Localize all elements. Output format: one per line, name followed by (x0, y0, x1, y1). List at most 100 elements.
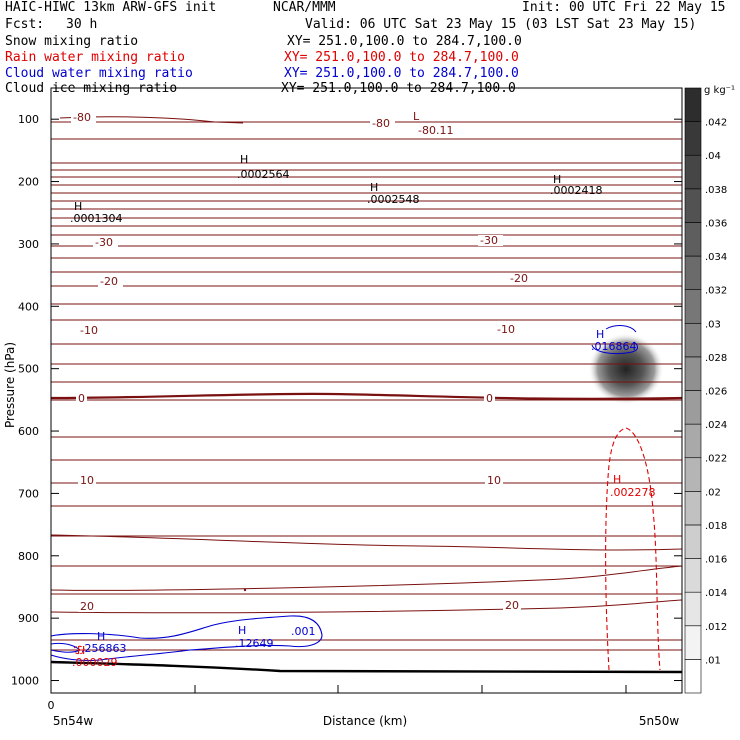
temperature-contour-label: 0 (486, 392, 493, 405)
field-snow-xy: XY= 251.0,100.0 to 284.7,100.0 (287, 34, 522, 49)
x-axis-label: Distance (km) (323, 714, 407, 728)
field-cloudwater-name: Cloud water mixing ratio (5, 66, 193, 81)
temperature-contour-label: -20 (510, 272, 528, 285)
colorbar-bin (684, 222, 702, 257)
snow-maximum-shading (588, 333, 664, 405)
y-tick-label: 300 (18, 238, 39, 251)
field-rain-xy: XY= 251.0,100.0 to 284.7,100.0 (284, 50, 519, 65)
colorbar-tick-label: .04 (705, 151, 721, 162)
colorbar-bin (684, 659, 702, 694)
colorbar-tick-label: .018 (705, 521, 727, 532)
colorbar-tick-label: .022 (705, 454, 727, 465)
colorbar-tick-label: .026 (705, 387, 727, 398)
x-right-label: 5n50w (639, 714, 680, 728)
extremum-marker: H (74, 200, 82, 213)
extremum-value: .002278 (610, 486, 656, 499)
y-tick-label: 600 (18, 425, 39, 438)
terrain-surface (50, 660, 683, 674)
colorbar-bin (684, 322, 702, 358)
label-backing (508, 273, 533, 284)
label-backing (78, 475, 96, 486)
extremum-marker: H (613, 473, 621, 486)
temperature-contour-label: -80 (73, 111, 91, 124)
temperature-contour (50, 565, 683, 591)
colorbar-bin (684, 255, 702, 290)
temperature-contour-label: -10 (497, 323, 515, 336)
extremum-value: .000029 (72, 656, 118, 669)
y-tick-label: 800 (18, 550, 39, 563)
header-valid: Valid: 06 UTC Sat 23 May 15 (03 LST Sat … (305, 17, 697, 32)
colorbar-tick-label: .036 (705, 218, 727, 229)
label-backing (76, 393, 87, 404)
colorbar-tick-label: .028 (705, 353, 727, 364)
label-backing (503, 600, 521, 611)
extremum-marker: H (596, 328, 604, 341)
cloud-water-contour (591, 325, 638, 355)
colorbar-bin (684, 423, 702, 459)
extremum-marker: H (553, 173, 561, 186)
extremum-value: .0002564 (237, 168, 290, 181)
extremum-marker: H (238, 624, 246, 637)
temperature-contour (50, 392, 683, 400)
cloud-water-contour-label: .001 (291, 625, 316, 638)
temperature-contour (50, 599, 683, 614)
colorbar-bin (684, 491, 702, 526)
label-backing (370, 118, 395, 129)
y-tick-label: 400 (18, 300, 39, 313)
extremum-value: .0001304 (70, 212, 123, 225)
label-backing (98, 276, 123, 287)
y-tick-label: 700 (18, 487, 39, 500)
x-tick-zero: 0 (48, 699, 55, 712)
temperature-contour-label: -10 (80, 324, 98, 337)
y-tick-label: 500 (18, 363, 39, 376)
temperature-contour-label: 10 (487, 474, 501, 487)
temperature-contour-label: -30 (95, 236, 113, 249)
rain-water-contour (73, 645, 85, 655)
extremum-marker: L (413, 110, 420, 123)
colorbar-bin (684, 390, 702, 425)
colorbar-tick-label: .042 (705, 118, 727, 129)
cloud-water-contour (50, 642, 81, 653)
label-backing (485, 475, 503, 486)
field-rain-name: Rain water mixing ratio (5, 50, 186, 65)
field-snow-name: Snow mixing ratio (5, 34, 139, 49)
colorbar-tick-label: .038 (705, 185, 727, 196)
y-axis-label: Pressure (hPa) (3, 342, 17, 428)
extremum-value: .0002548 (367, 193, 420, 206)
extremum-value: .016864 (591, 340, 637, 353)
colorbar-tick-label: .016 (705, 555, 727, 566)
colorbar-unit: g kg⁻¹ (704, 85, 735, 96)
colorbar-bin (684, 457, 702, 492)
colorbar-bin (684, 524, 702, 559)
colorbar-bin (684, 558, 702, 593)
header-agency: NCAR/MMM (273, 0, 336, 15)
cloud-water-contour (50, 615, 323, 662)
label-backing (78, 601, 96, 612)
label-backing (93, 237, 118, 248)
colorbar-bin (684, 154, 702, 190)
extremum-marker: H (240, 153, 248, 166)
label-backing (78, 325, 103, 336)
header-left-title: HAIC-HIWC 13km ARW-GFS init (5, 0, 217, 15)
label-backing (495, 324, 520, 335)
colorbar-tick-label: .02 (705, 487, 721, 498)
y-tick-label: 200 (18, 176, 39, 189)
colorbar-tick-label: .01 (705, 655, 721, 666)
y-tick-label: 100 (18, 113, 39, 126)
colorbar-bin (684, 121, 702, 156)
colorbar-tick-label: .024 (705, 420, 727, 431)
extremum-marker: H (370, 181, 378, 194)
plot-frame (50, 87, 683, 694)
temperature-contour-label: 0 (78, 392, 85, 405)
rain-water-contour (605, 427, 661, 671)
colorbar-bin (684, 356, 702, 391)
temperature-contour-label: 20 (80, 600, 94, 613)
label-backing (71, 112, 96, 123)
extremum-value: .12649 (235, 637, 274, 650)
temperature-contour-label: 20 (505, 599, 519, 612)
label-backing (478, 235, 503, 246)
temperature-contour-label: 10 (80, 474, 94, 487)
y-tick-label: 900 (18, 612, 39, 625)
extremum-marker: H (97, 630, 105, 643)
